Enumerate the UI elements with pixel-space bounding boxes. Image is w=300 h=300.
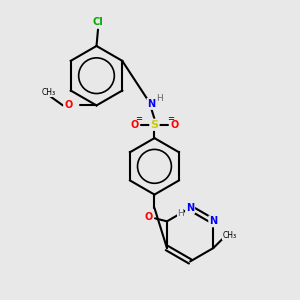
Text: O: O: [170, 120, 178, 130]
Text: H: H: [177, 209, 184, 218]
Text: CH₃: CH₃: [223, 231, 237, 240]
Text: N: N: [186, 203, 194, 213]
Text: =: =: [167, 114, 174, 123]
Text: H: H: [156, 94, 163, 103]
Text: CH₃: CH₃: [41, 88, 56, 97]
Text: S: S: [151, 120, 158, 130]
Text: O: O: [144, 212, 153, 222]
Text: =: =: [135, 114, 142, 123]
Text: N: N: [147, 99, 155, 109]
Text: Cl: Cl: [93, 16, 104, 27]
Text: N: N: [209, 216, 218, 226]
Text: O: O: [130, 120, 139, 130]
Text: O: O: [64, 100, 72, 110]
